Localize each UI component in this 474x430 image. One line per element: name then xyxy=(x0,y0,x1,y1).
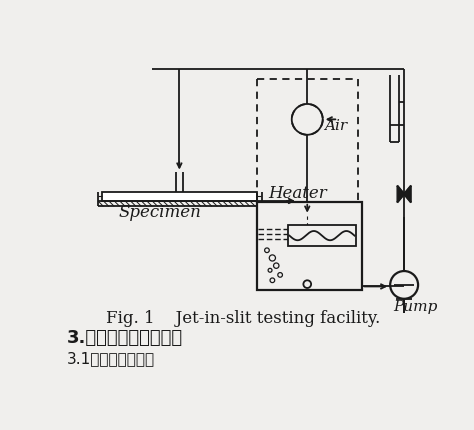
Text: Specimen: Specimen xyxy=(118,204,201,221)
Text: Air: Air xyxy=(324,119,347,133)
Circle shape xyxy=(390,271,418,299)
Text: Heater: Heater xyxy=(268,185,327,202)
Bar xyxy=(102,192,257,201)
Polygon shape xyxy=(397,186,404,203)
Bar xyxy=(257,202,362,290)
Text: 3.　試験結果及び考察: 3. 試験結果及び考察 xyxy=(67,329,183,347)
Text: Pump: Pump xyxy=(393,300,438,314)
Polygon shape xyxy=(404,186,411,203)
Text: 3.1　混合液ル条件: 3.1 混合液ル条件 xyxy=(67,351,155,366)
Circle shape xyxy=(292,104,323,135)
Bar xyxy=(288,225,356,246)
Text: Fig. 1    Jet-in-slit testing facility.: Fig. 1 Jet-in-slit testing facility. xyxy=(106,310,380,327)
